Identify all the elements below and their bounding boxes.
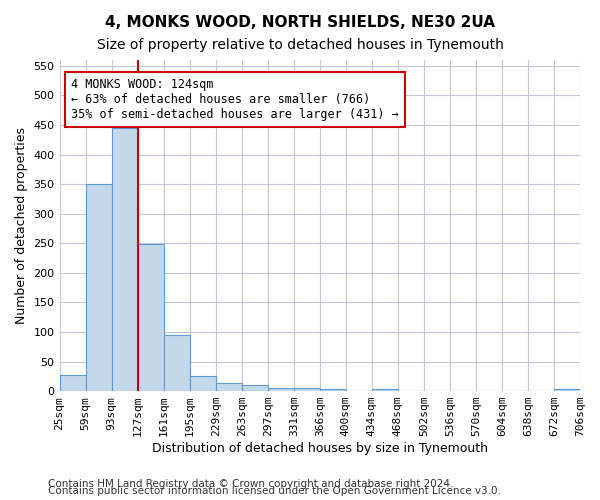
Bar [215,383,242,391]
Bar [86,184,112,391]
Bar [554,388,580,391]
Text: Size of property relative to detached houses in Tynemouth: Size of property relative to detached ho… [97,38,503,52]
Bar [320,388,346,391]
Bar [112,128,137,391]
Bar [372,388,398,391]
Bar [59,374,86,391]
Y-axis label: Number of detached properties: Number of detached properties [15,127,28,324]
Bar [164,335,190,391]
Text: 4 MONKS WOOD: 124sqm
← 63% of detached houses are smaller (766)
35% of semi-deta: 4 MONKS WOOD: 124sqm ← 63% of detached h… [71,78,399,120]
Bar [190,376,215,391]
Text: 4, MONKS WOOD, NORTH SHIELDS, NE30 2UA: 4, MONKS WOOD, NORTH SHIELDS, NE30 2UA [105,15,495,30]
Bar [242,384,268,391]
Bar [268,388,294,391]
Text: Contains public sector information licensed under the Open Government Licence v3: Contains public sector information licen… [48,486,501,496]
Bar [294,388,320,391]
Text: Contains HM Land Registry data © Crown copyright and database right 2024.: Contains HM Land Registry data © Crown c… [48,479,454,489]
X-axis label: Distribution of detached houses by size in Tynemouth: Distribution of detached houses by size … [152,442,488,455]
Bar [137,244,164,391]
